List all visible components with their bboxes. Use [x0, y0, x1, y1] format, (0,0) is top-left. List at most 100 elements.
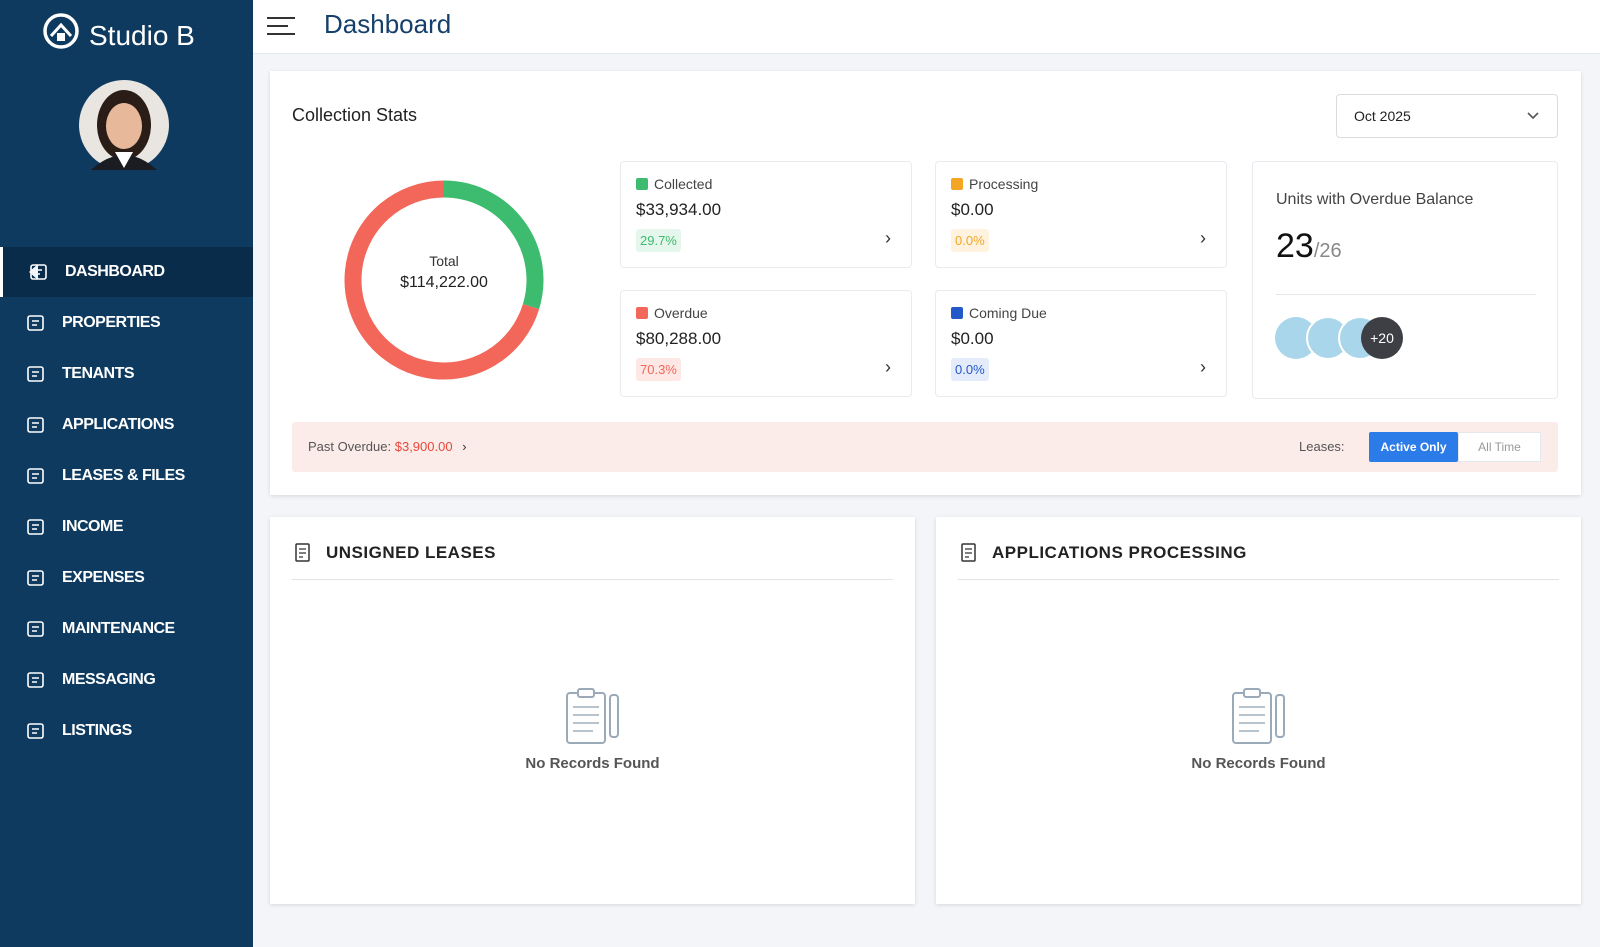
nav-item[interactable]: MAINTENANCE: [0, 604, 253, 654]
total-label: Total: [429, 253, 459, 269]
past-overdue-amount: $3,900.00: [394, 439, 453, 454]
panel-title: UNSIGNED LEASES: [326, 543, 496, 562]
panel: APPLICATIONS PROCESSING No Records Found: [936, 517, 1581, 904]
nav-item[interactable]: DASHBOARD: [0, 247, 253, 297]
units-count: 23/26: [1276, 227, 1342, 266]
overdue-units: 23: [1276, 227, 1314, 265]
nav-label: MESSAGING: [62, 671, 156, 688]
stat-card[interactable]: Overdue $80,288.00 70.3% ›: [620, 290, 912, 397]
lease-filter[interactable]: All Time: [1458, 432, 1541, 462]
card-title: Collection Stats: [292, 105, 418, 125]
stat-name: Coming Due: [969, 305, 1047, 321]
lease-filter[interactable]: Active Only: [1369, 432, 1458, 462]
legend-swatch: [951, 307, 963, 319]
nav-item[interactable]: TENANTS: [0, 349, 253, 399]
stat-amount: $0.00: [951, 200, 994, 219]
stat-card[interactable]: Processing $0.00 0.0% ›: [935, 161, 1227, 268]
nav-icon: [27, 519, 44, 535]
dropdown-arrow: [1527, 112, 1539, 120]
total-amount: $114,222.00: [400, 274, 488, 291]
divider: [1276, 294, 1536, 295]
period: Oct 2025: [1354, 108, 1411, 124]
legend-swatch: [636, 307, 648, 319]
units-title: Units with Overdue Balance: [1276, 191, 1474, 208]
more-units: +20: [1370, 330, 1394, 346]
stat-card[interactable]: Collected $33,934.00 29.7% ›: [620, 161, 912, 268]
stat-name: Overdue: [654, 305, 708, 321]
past-overdue-bar: Past Overdue: $3,900.00 › Leases: Active…: [292, 422, 1558, 472]
past-overdue-label: Past Overdue:: [308, 439, 392, 454]
brand: Studio B: [89, 20, 195, 51]
nav-icon: [27, 315, 44, 331]
avatar[interactable]: [79, 80, 169, 170]
nav-label: EXPENSES: [62, 569, 145, 586]
empty-message: No Records Found: [525, 755, 660, 772]
panel: UNSIGNED LEASES No Records Found: [270, 517, 915, 904]
empty-icon: [1232, 688, 1285, 744]
nav-label: LISTINGS: [62, 722, 132, 739]
nav-item[interactable]: LEASES & FILES: [0, 451, 253, 501]
panel-icon: [961, 543, 976, 562]
divider: [958, 579, 1559, 580]
empty-icon: [566, 688, 619, 744]
nav-item[interactable]: LISTINGS: [0, 706, 253, 756]
collection-stats-card: Collection Stats Oct 2025 Total $114,222…: [270, 71, 1581, 495]
total-units: /26: [1313, 240, 1342, 262]
top-bar: Dashboard: [253, 0, 1600, 54]
period-select[interactable]: Oct 2025: [1336, 94, 1558, 138]
stat-card[interactable]: Coming Due $0.00 0.0% ›: [935, 290, 1227, 397]
stat-amount: $0.00: [951, 329, 994, 348]
nav-icon: [27, 723, 44, 739]
legend-swatch: [951, 178, 963, 190]
nav-label: PROPERTIES: [62, 314, 161, 331]
nav-label: DASHBOARD: [65, 263, 165, 280]
active-marker: [29, 264, 38, 280]
stat-amount: $33,934.00: [636, 200, 722, 219]
nav-icon: [27, 672, 44, 688]
chevron: ›: [1200, 228, 1206, 248]
nav-icon: [27, 570, 44, 586]
nav-icon: [27, 468, 44, 484]
donut-chart: Total $114,222.00: [344, 180, 544, 380]
donut-segment: [443, 180, 544, 310]
empty-message: No Records Found: [1191, 755, 1326, 772]
stat-percent: 0.0%: [951, 229, 989, 252]
menu-button[interactable]: [266, 16, 296, 36]
stat-amount: $80,288.00: [636, 329, 722, 348]
nav-item[interactable]: PROPERTIES: [0, 298, 253, 348]
nav-item[interactable]: MESSAGING: [0, 655, 253, 705]
stat-percent: 0.0%: [951, 358, 989, 381]
nav-icon: [27, 366, 44, 382]
donut-segment: [344, 180, 540, 380]
chevron: ›: [885, 228, 891, 248]
chevron: ›: [885, 357, 891, 377]
stat-name: Collected: [654, 176, 713, 192]
panel-icon: [295, 543, 310, 562]
nav-label: TENANTS: [62, 365, 135, 382]
sidebar: Studio B DASHBOARD PROPERTIES TENANTS AP…: [0, 0, 253, 947]
page-title: Dashboard: [324, 9, 452, 39]
nav-label: INCOME: [62, 518, 124, 535]
leases-label: Leases:: [1299, 439, 1345, 454]
nav-icon: [27, 417, 44, 433]
nav-item[interactable]: INCOME: [0, 502, 253, 552]
chevron: ›: [1200, 357, 1206, 377]
nav-icon: [27, 621, 44, 637]
stat-name: Processing: [969, 176, 1039, 192]
nav-label: MAINTENANCE: [62, 620, 175, 637]
units-card: Units with Overdue Balance 23/26 +20: [1252, 161, 1558, 399]
divider: [292, 579, 893, 580]
logo: [43, 13, 79, 49]
stat-percent: 29.7%: [636, 229, 681, 252]
nav-item[interactable]: APPLICATIONS: [0, 400, 253, 450]
nav-label: LEASES & FILES: [62, 467, 185, 484]
stat-percent: 70.3%: [636, 358, 681, 381]
nav-label: APPLICATIONS: [62, 416, 174, 433]
past-overdue[interactable]: Past Overdue: $3,900.00 ›: [308, 439, 467, 454]
legend-swatch: [636, 178, 648, 190]
panel-title: APPLICATIONS PROCESSING: [992, 543, 1247, 562]
unit-avatars[interactable]: +20: [1275, 315, 1405, 361]
nav-item[interactable]: EXPENSES: [0, 553, 253, 603]
